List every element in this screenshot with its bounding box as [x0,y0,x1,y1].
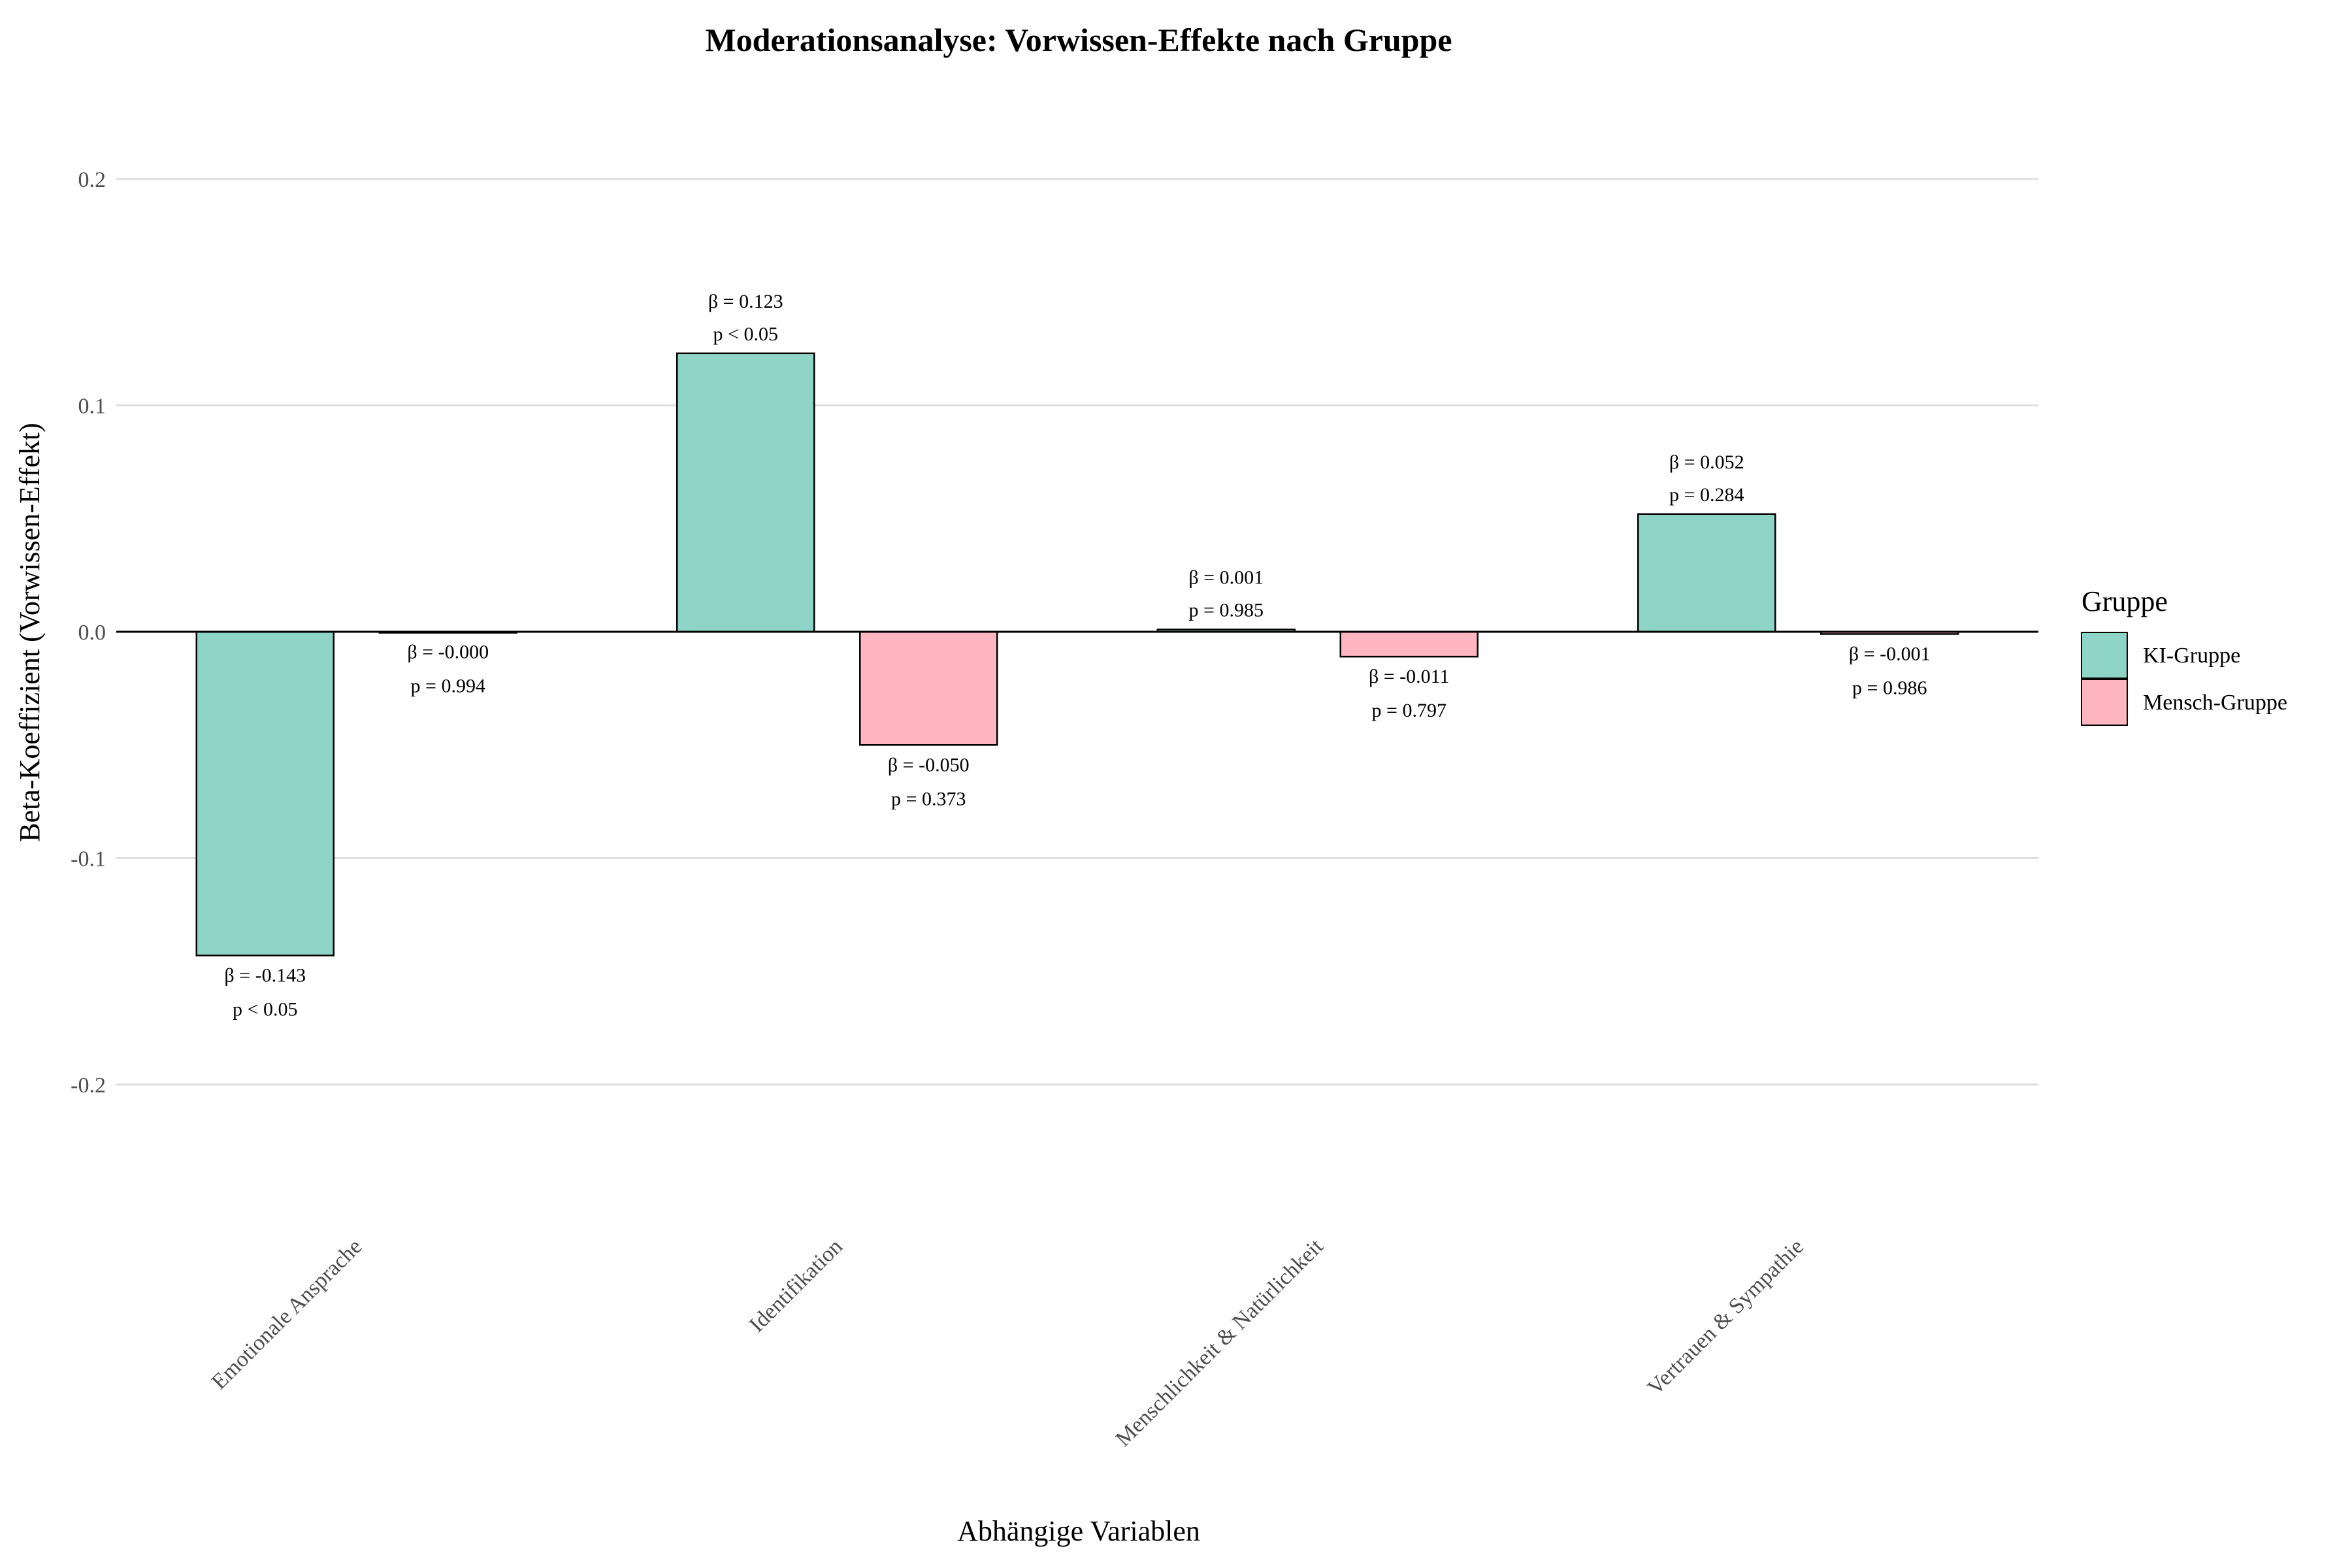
p-value-label: p = 0.373 [891,788,966,809]
y-tick-label: 0.2 [78,168,106,192]
x-tick-label: Emotionale Ansprache [207,1234,367,1394]
legend-label: KI-Gruppe [2143,644,2240,668]
y-tick-label: -0.1 [71,847,106,872]
chart-title: Moderationsanalyse: Vorwissen-Effekte na… [705,22,1452,58]
bar-mensch-1 [859,630,998,746]
y-tick-label: 0.1 [78,395,106,419]
beta-label: β = -0.143 [224,964,306,986]
y-axis-ticks: 0.2 0.1 0.0 -0.1 -0.2 [71,168,106,1098]
bar-ki-3 [1637,513,1776,633]
beta-label: β = -0.000 [407,641,489,662]
bars [195,352,1959,956]
y-tick-label: 0.0 [78,621,106,645]
legend-label: Mensch-Gruppe [2143,691,2287,715]
x-tick-label: Menschlichkeit & Natürlichkeit [1111,1234,1328,1451]
legend-swatch [2081,679,2128,726]
beta-label: β = 0.052 [1669,451,1744,473]
beta-label: β = -0.011 [1369,666,1450,687]
legend: Gruppe KI-Gruppe Mensch-Gruppe [2081,585,2287,726]
bar-mensch-2 [1339,630,1478,658]
beta-label: β = -0.001 [1849,643,1931,664]
beta-label: β = -0.050 [888,754,970,776]
bar-ki-0 [195,630,335,956]
bar-value-labels: β = -0.143 p < 0.05 β = -0.000 p = 0.994 β =… [224,291,1930,1021]
x-axis-title: Abhängige Variablen [957,1515,1200,1547]
p-value-label: p = 0.986 [1852,677,1927,698]
p-value-label: p = 0.284 [1669,484,1744,506]
p-value-label: p < 0.05 [713,323,778,345]
beta-label: β = 0.001 [1188,567,1264,589]
p-value-label: p = 0.985 [1189,600,1264,621]
x-tick-label: Identifikation [745,1234,847,1337]
x-tick-label: Vertrauen & Sympathie [1643,1234,1808,1399]
p-value-label: p = 0.994 [411,675,485,696]
x-axis-ticks: Emotionale Ansprache Identifikation Mensch… [207,1234,1808,1451]
y-axis-title: Beta-Koeffizient (Vorwissen-Effekt) [14,423,46,841]
p-value-label: p < 0.05 [233,998,297,1020]
y-tick-label: -0.2 [71,1073,106,1098]
p-value-label: p = 0.797 [1372,700,1446,721]
legend-title: Gruppe [2082,585,2168,617]
beta-label: β = 0.123 [708,291,783,312]
legend-swatch [2081,632,2128,679]
bar-ki-1 [676,352,815,633]
